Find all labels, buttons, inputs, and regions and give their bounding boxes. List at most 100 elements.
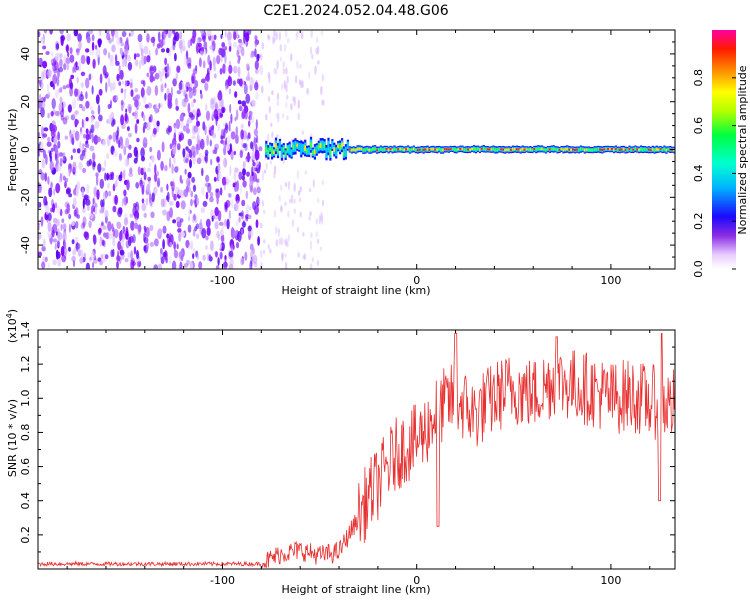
spectrogram-noise-cell (241, 175, 245, 181)
signal-band-core (484, 148, 487, 151)
spectrogram-noise-cell (104, 215, 108, 224)
spectrogram-noise-cell (168, 255, 172, 265)
spectrogram-noise-cell (124, 158, 130, 167)
spectrogram-noise-cell (69, 82, 74, 90)
signal-band-core (313, 149, 316, 155)
spectrogram-noise-cell (143, 232, 146, 243)
signal-band-core (476, 147, 480, 150)
snr-y-multiplier: (x104) (5, 309, 19, 343)
spectrogram-noise-cell (39, 81, 42, 87)
spectrogram-noise-cell (230, 228, 236, 239)
signal-band-core (333, 147, 336, 152)
spectrogram-noise-cell (191, 75, 195, 84)
spectrogram-noise-cell (61, 218, 65, 223)
snr-panel: -100 0 100 0.2 0.4 0.6 0.8 1.0 1.2 1.4 Height of… (5, 309, 676, 596)
spectrogram-noise-cell (121, 30, 127, 38)
signal-band-peak (389, 148, 393, 150)
spectrogram-noise-cell (236, 49, 240, 58)
spectrogram-noise-cell (109, 82, 113, 93)
spectrogram-noise-cell (245, 32, 250, 43)
signal-band-peak (418, 148, 422, 151)
spectrogram-noise-cell (222, 261, 228, 269)
spectrogram-noise-cell (167, 30, 172, 39)
signal-band-core (667, 148, 670, 151)
spectrogram-noise-cell (247, 214, 252, 220)
spectrogram-faint-cell (267, 95, 271, 102)
spectrogram-noise-cell (220, 47, 225, 55)
signal-band-core (581, 148, 584, 151)
spectrogram-noise-cell (90, 205, 94, 215)
spectrogram-noise-cell (180, 200, 186, 210)
spectrogram-noise-cell (201, 228, 207, 239)
spectrogram-noise-cell (143, 225, 146, 231)
signal-band-core (537, 147, 540, 150)
spectrogram-noise-cell (93, 235, 97, 245)
signal-band-mid (346, 141, 349, 149)
spectrogram-signal-band (265, 136, 675, 161)
spectrogram-noise-cell (179, 113, 184, 122)
spectrogram-noise-cell (60, 34, 65, 41)
spectrogram-noise-cell (130, 31, 134, 37)
spectrogram-noise-cell (63, 247, 68, 255)
signal-band-core (271, 148, 274, 154)
spectrogram-noise-cell (150, 36, 156, 44)
spectrogram-noise-cell (148, 162, 152, 168)
signal-band-core (311, 151, 314, 155)
spectrogram-noise-cell (140, 87, 145, 98)
spectrogram-noise-cell (190, 190, 194, 198)
spectrogram-noise-cell (85, 48, 90, 53)
spectrogram-noise-cell (129, 213, 134, 218)
spectrogram-faint-cell (309, 263, 313, 269)
spectrogram-noise-cell (72, 98, 77, 110)
signal-band-peak (502, 148, 506, 151)
spectrogram-noise-cell (38, 132, 41, 138)
spectrogram-noise-cell (140, 48, 144, 57)
spectrogram-noise-cell (154, 72, 160, 80)
spectrogram-noise-cell (137, 33, 143, 43)
spectrogram-noise-cell (245, 63, 250, 69)
spectrogram-noise-cell (80, 71, 86, 77)
spectrogram-noise-cell (106, 119, 110, 124)
spectrogram-noise-cell (249, 206, 252, 211)
snr-series-line (38, 333, 675, 568)
spectrogram-faint-cell (306, 87, 309, 95)
spectrogram-noise-cell (99, 209, 103, 214)
spectrogram-noise-cell (235, 193, 240, 204)
spectrogram-noise-cell (160, 247, 163, 255)
spectrogram-faint-cell (290, 103, 293, 111)
signal-band-core (273, 150, 276, 155)
spectrogram-noise-cell (70, 74, 75, 80)
spectrogram-noise-cell (94, 206, 97, 216)
signal-band-mid (335, 147, 338, 157)
spectrogram-noise-cell (240, 123, 244, 129)
signal-band-core (577, 148, 581, 152)
spectrogram-noise-cell (123, 195, 128, 206)
spectrogram-noise-cell (157, 228, 163, 235)
spectrogram-noise-cell (72, 260, 76, 268)
signal-band-core (645, 148, 649, 151)
spectrogram-noise-cell (46, 83, 50, 94)
spectrogram-noise-cell (256, 134, 259, 144)
signal-band-core (634, 147, 637, 150)
spectrogram-noise-cell (177, 228, 182, 233)
spectrogram-noise-cell (227, 76, 233, 87)
spectrogram-faint-cell (261, 42, 264, 50)
spectrogram-noise-cell (57, 259, 62, 267)
spectrogram-faint-cell (315, 36, 319, 44)
spectrogram-faint-cell (282, 67, 285, 75)
spectrogram-noise-cell (125, 226, 129, 238)
spectrogram-noise-cell (115, 60, 120, 66)
spectrogram-noise-cell (38, 152, 41, 157)
spectrogram-faint-cell (293, 198, 296, 204)
spectrogram-noise-cell (233, 150, 236, 156)
spectrogram-noise-cell (254, 205, 259, 215)
spectrogram-noise-cell (46, 141, 52, 147)
spectrogram-noise-cell (133, 53, 137, 60)
spectrogram-noise-cell (145, 226, 150, 238)
spectrogram-noise-cell (165, 256, 168, 264)
spectrogram-noise-cell (75, 110, 79, 115)
colorbar-tick-label: 0.6 (692, 117, 705, 135)
spectrogram-faint-cell (297, 190, 301, 196)
spectrogram-faint-cell (263, 239, 266, 244)
spectrogram-noise-cell (89, 145, 95, 152)
